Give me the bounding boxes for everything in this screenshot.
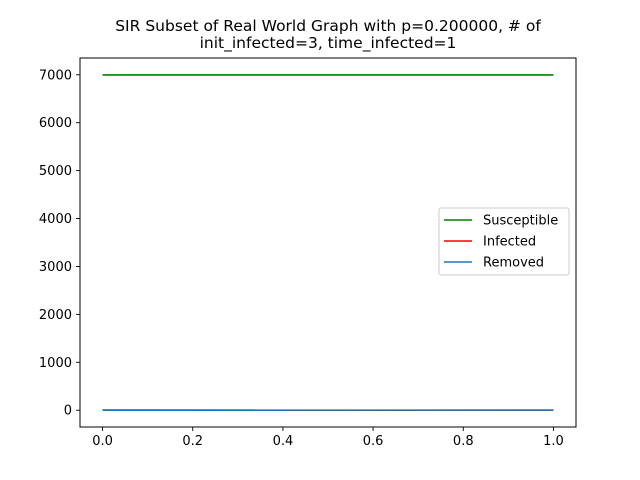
y-tick-label: 2000 bbox=[39, 308, 72, 323]
legend-frame bbox=[438, 207, 570, 276]
x-axis-ticks: 0.0 0.2 0.4 0.6 0.8 1.0 bbox=[92, 427, 564, 449]
legend-label-removed: Removed bbox=[483, 256, 544, 271]
x-tick-label: 0.4 bbox=[273, 434, 294, 449]
plot-area-frame bbox=[79, 57, 577, 428]
chart-title-line-1: SIR Subset of Real World Graph with p=0.… bbox=[115, 17, 541, 35]
chart-title-line-2: init_infected=3, time_infected=1 bbox=[200, 34, 457, 53]
y-tick-label: 4000 bbox=[39, 212, 72, 227]
y-tick-label: 7000 bbox=[39, 68, 72, 83]
x-tick-label: 0.8 bbox=[453, 434, 474, 449]
x-tick-label: 0.6 bbox=[363, 434, 384, 449]
y-axis-ticks: 0 1000 2000 3000 4000 5000 6000 7000 bbox=[39, 68, 80, 419]
legend-label-infected: Infected bbox=[483, 235, 536, 250]
x-tick-label: 1.0 bbox=[543, 434, 564, 449]
x-tick-label: 0.2 bbox=[182, 434, 203, 449]
y-tick-label: 1000 bbox=[39, 356, 72, 371]
y-tick-label: 0 bbox=[64, 404, 72, 419]
y-tick-label: 6000 bbox=[39, 116, 72, 131]
legend: Susceptible Infected Removed bbox=[438, 207, 570, 276]
y-tick-label: 3000 bbox=[39, 260, 72, 275]
y-tick-label: 5000 bbox=[39, 164, 72, 179]
x-tick-label: 0.0 bbox=[92, 434, 113, 449]
plot-lines bbox=[102, 74, 554, 412]
legend-label-susceptible: Susceptible bbox=[483, 214, 558, 229]
